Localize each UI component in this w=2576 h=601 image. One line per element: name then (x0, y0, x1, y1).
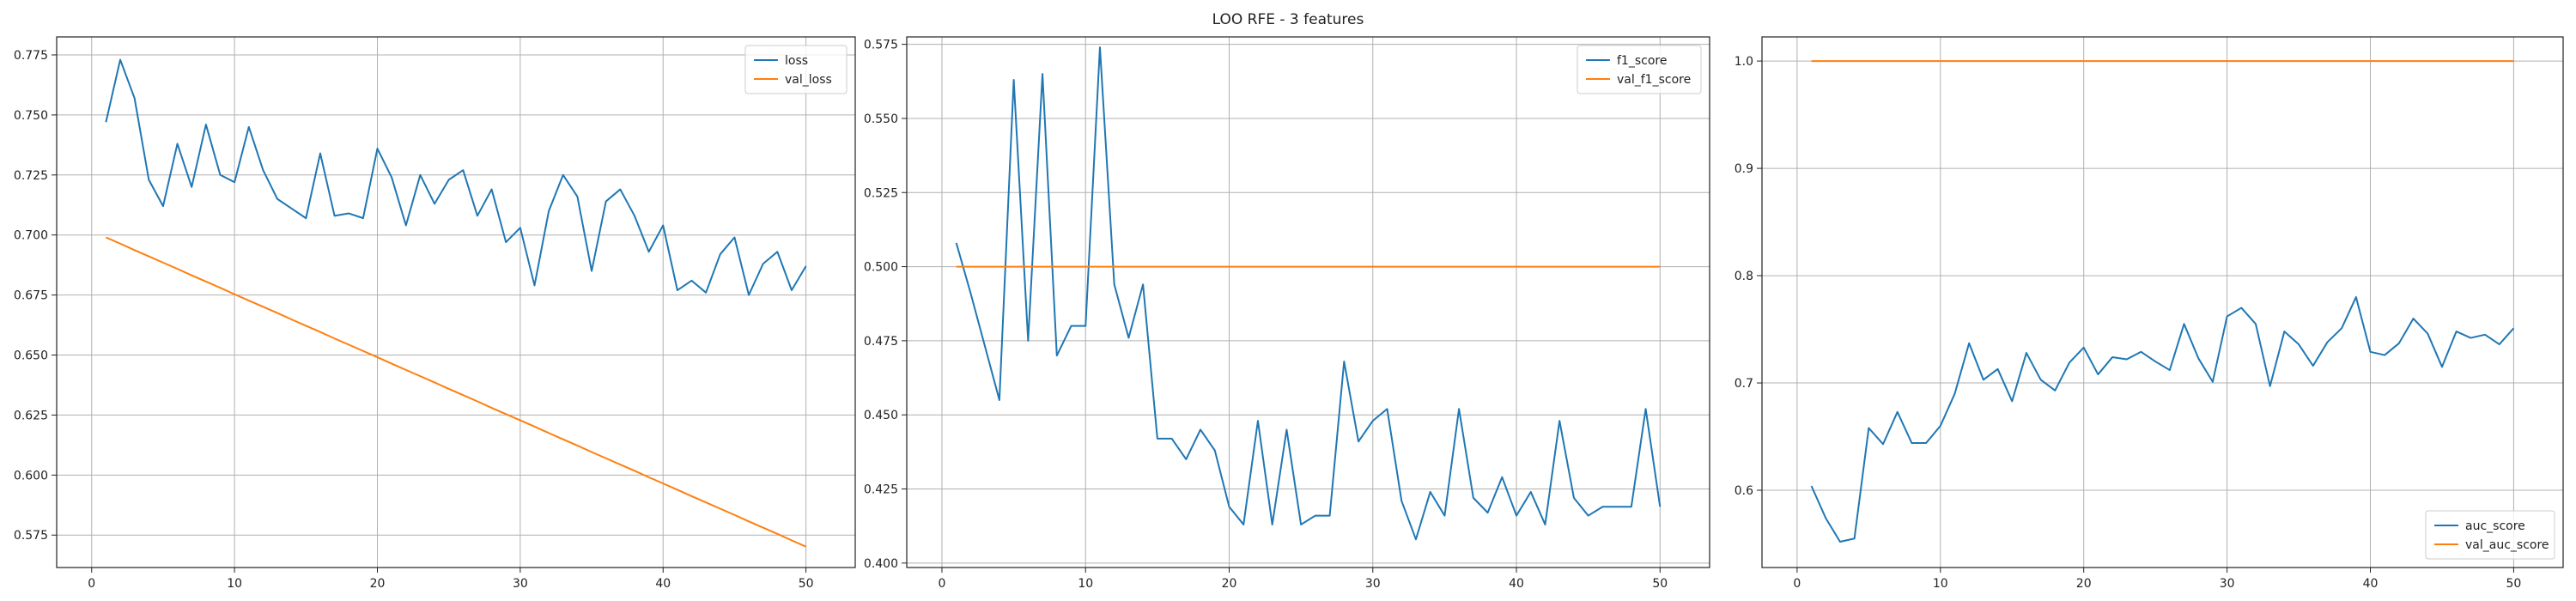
y-tick-label: 0.7 (1735, 377, 1753, 391)
series-line-f1-score (955, 46, 1662, 541)
y-tick-label: 0.700 (14, 229, 48, 243)
y-tick-label: 0.9 (1735, 162, 1753, 176)
x-tick-label: 50 (1652, 577, 1668, 591)
x-tick-label: 10 (227, 577, 242, 591)
x-tick-label: 30 (2220, 577, 2235, 591)
series-line-val-loss (105, 236, 807, 548)
legend-label: val_loss (785, 73, 832, 87)
legend: loss val_loss (744, 45, 848, 94)
legend-label: f1_score (1617, 54, 1667, 68)
series-line-auc-score (1810, 296, 2515, 543)
legend-box (744, 45, 848, 94)
y-tick-label: 0.8 (1735, 270, 1753, 283)
x-tick-label: 0 (88, 577, 95, 591)
x-tick-label: 40 (2363, 577, 2379, 591)
y-tick-label: 0.575 (14, 529, 48, 543)
x-tick-label: 30 (513, 577, 528, 591)
legend-box (1577, 45, 1702, 94)
y-tick-label: 0.425 (864, 483, 898, 497)
x-tick-label: 40 (655, 577, 671, 591)
subplot-loss: 0 10 20 30 40 50 0.575 0.600 0.625 0.650 0.675 0.70… (14, 36, 856, 591)
y-tick-label: 0.450 (864, 409, 898, 422)
y-tick-label: 0.575 (864, 39, 898, 52)
legend-box (2425, 510, 2555, 560)
y-tick-label: 0.725 (14, 169, 48, 183)
x-tick-label: 50 (799, 577, 814, 591)
x-tick-label: 0 (1793, 577, 1801, 591)
x-tick-label: 0 (939, 577, 946, 591)
y-tick-label: 0.750 (14, 109, 48, 123)
y-tick-label: 0.400 (864, 557, 898, 571)
x-tick-label: 40 (1509, 577, 1524, 591)
x-tick-label: 20 (1222, 577, 1237, 591)
legend: auc_score val_auc_score (2425, 510, 2555, 560)
legend-label: val_f1_score (1617, 73, 1691, 87)
y-tick-label: 0.525 (864, 186, 898, 200)
legend-label: val_auc_score (2465, 538, 2549, 552)
y-tick-label: 0.625 (14, 409, 48, 422)
x-tick-label: 20 (370, 577, 386, 591)
y-tick-label: 0.6 (1735, 484, 1753, 498)
subplot-f1-score: 0 10 20 30 40 50 0.400 0.425 0.450 0.475 0.500 0.52… (864, 36, 1710, 591)
axes-frame (56, 36, 856, 568)
series-line-loss (105, 58, 807, 296)
x-tick-label: 50 (2506, 577, 2522, 591)
y-tick-label: 0.475 (864, 335, 898, 349)
legend-label: loss (785, 54, 808, 68)
y-tick-label: 0.550 (864, 112, 898, 126)
axes-frame (906, 36, 1710, 568)
x-tick-label: 10 (1933, 577, 1948, 591)
y-tick-label: 0.600 (14, 469, 48, 483)
y-tick-label: 0.775 (14, 49, 48, 63)
legend: f1_score val_f1_score (1577, 45, 1702, 94)
y-tick-label: 0.500 (864, 261, 898, 275)
x-tick-label: 10 (1078, 577, 1093, 591)
figure-title: LOO RFE - 3 features (1212, 11, 1364, 28)
x-tick-label: 30 (1365, 577, 1381, 591)
y-tick-label: 0.650 (14, 349, 48, 363)
x-tick-label: 20 (2076, 577, 2092, 591)
axes-frame (1761, 36, 2564, 568)
legend-label: auc_score (2465, 519, 2525, 533)
subplot-auc-score: 0 10 20 30 40 50 0.6 0.7 0.8 0.9 1.0 auc_score val_a… (1735, 36, 2564, 591)
y-tick-label: 0.675 (14, 289, 48, 303)
y-tick-label: 1.0 (1735, 55, 1753, 69)
